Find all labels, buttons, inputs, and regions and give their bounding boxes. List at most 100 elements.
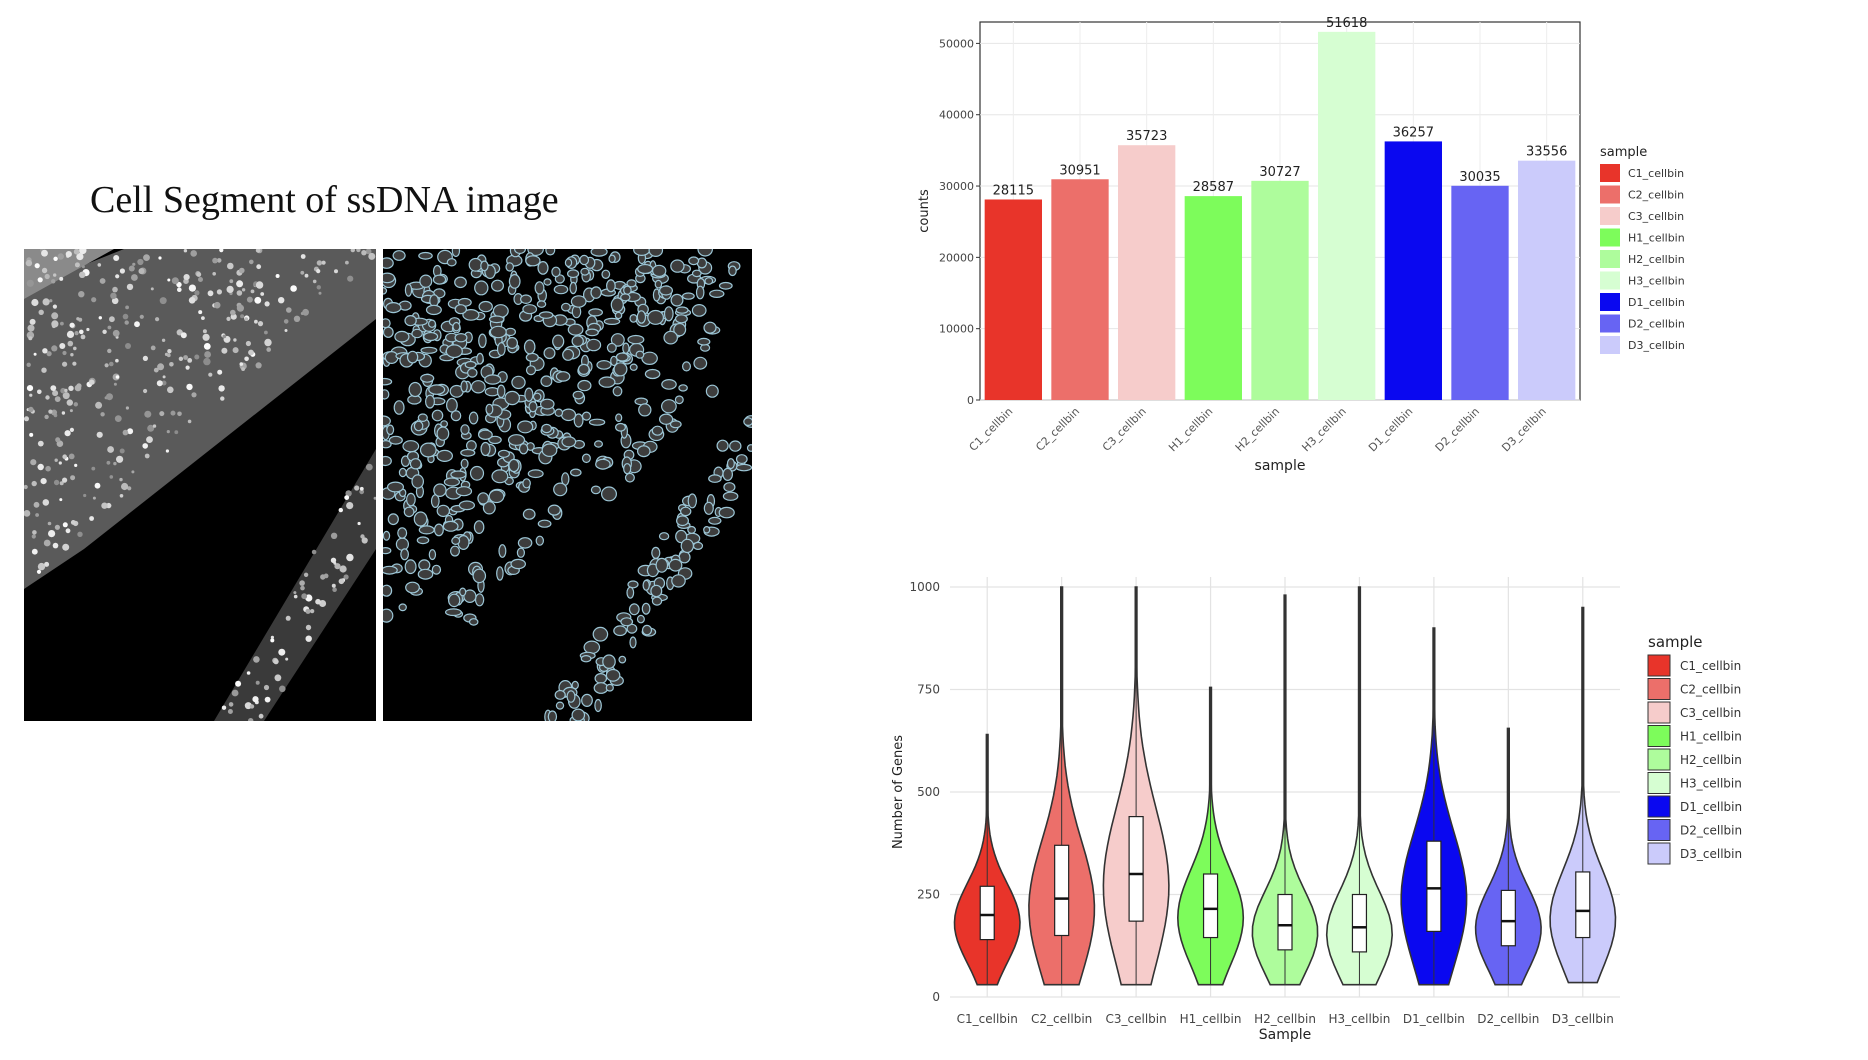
segmentation-image-graphic (383, 249, 752, 721)
bar (984, 199, 1042, 400)
bar-data-label: 28587 (1193, 180, 1234, 195)
legend-label: H1_cellbin (1628, 232, 1685, 245)
x-tick-label: C2_cellbin (1031, 1012, 1092, 1026)
bar-chart-svg: 0 10000 20000 30000 40000 50000 28115 C1_cellbi… (917, 16, 1685, 474)
legend-swatch (1600, 185, 1620, 204)
y-tick-label: 250 (917, 888, 940, 902)
bar-data-label: 30035 (1459, 170, 1500, 185)
legend-swatch (1647, 772, 1671, 794)
legend-swatch (1647, 701, 1671, 724)
y-tick-label: 30000 (939, 180, 974, 193)
legend-label: C1_cellbin (1680, 659, 1741, 673)
legend-swatch (1600, 271, 1620, 290)
legend-swatch (1647, 678, 1671, 700)
x-axis-label: sample (1255, 458, 1306, 474)
legend-swatch (1600, 314, 1620, 333)
legend-label: C1_cellbin (1628, 167, 1684, 180)
legend-swatch (1600, 164, 1620, 182)
bar-chart: 0 10000 20000 30000 40000 50000 28115 C1_cellbi… (900, 10, 1868, 555)
page-title: Cell Segment of ssDNA image (90, 179, 559, 221)
box (1500, 889, 1516, 947)
box (1575, 871, 1591, 939)
legend-swatch (1647, 795, 1671, 818)
box (1202, 873, 1219, 939)
x-tick-label: D3_cellbin (1552, 1012, 1614, 1026)
legend-label: C3_cellbin (1628, 210, 1684, 223)
x-axis-label: Sample (1259, 1027, 1312, 1043)
y-tick-label: 50000 (939, 37, 974, 50)
bar (1518, 160, 1576, 400)
bar (1051, 179, 1109, 400)
x-tick-label: H2_cellbin (1254, 1012, 1316, 1026)
x-tick-label: D1_cellbin (1403, 1012, 1465, 1026)
tissue-band-upper (24, 249, 376, 589)
x-tick-label: H1_cellbin (1180, 1012, 1242, 1026)
violin-chart-svg: 0 250 500 750 1000 C1_cellbin C2_cellbin C3_cel… (891, 577, 1742, 1043)
x-tick-label: D2_cellbin (1477, 1012, 1539, 1026)
bar-data-label: 33556 (1526, 145, 1567, 160)
legend-swatch (1647, 842, 1671, 865)
tissue-edge (24, 249, 114, 299)
x-tick-label: C3_cellbin (1100, 405, 1149, 454)
box (1426, 840, 1442, 933)
bar-data-label: 30727 (1259, 165, 1300, 180)
legend-label: D1_cellbin (1628, 296, 1685, 309)
legend-swatch (1647, 725, 1671, 747)
x-tick-label: C1_cellbin (967, 405, 1016, 454)
y-tick-label: 40000 (939, 109, 974, 122)
violin-chart: 0 250 500 750 1000 C1_cellbin C2_cellbin C3_cel… (880, 565, 1868, 1056)
bar-data-label: 30951 (1059, 163, 1100, 178)
legend-title: sample (1648, 633, 1703, 651)
legend-swatch (1600, 336, 1620, 354)
x-tick-label: H3_cellbin (1329, 1012, 1391, 1026)
x-tick-label: H1_cellbin (1166, 405, 1215, 454)
x-tick-label: D2_cellbin (1433, 405, 1482, 454)
legend-swatch (1600, 250, 1620, 268)
bar (1384, 141, 1442, 400)
legend-swatch (1600, 293, 1620, 311)
x-tick-label: D3_cellbin (1499, 405, 1548, 454)
legend-swatch (1647, 654, 1671, 677)
box (979, 885, 995, 941)
y-tick-label: 500 (917, 785, 940, 799)
y-axis-label: Number of Genes (891, 735, 906, 849)
legend-swatch (1647, 819, 1671, 841)
legend-label: C3_cellbin (1680, 706, 1741, 720)
y-tick-label: 750 (917, 683, 940, 697)
legend-label: H2_cellbin (1628, 253, 1685, 266)
bar-data-label: 36257 (1393, 125, 1434, 140)
legend-label: D2_cellbin (1680, 824, 1742, 838)
legend-swatch (1600, 228, 1620, 247)
legend-label: D3_cellbin (1628, 339, 1685, 352)
legend-label: D1_cellbin (1680, 800, 1742, 814)
ssdna-image-graphic (24, 249, 376, 721)
box (1128, 816, 1144, 922)
segmentation-image (383, 249, 752, 721)
legend-label: H1_cellbin (1680, 730, 1742, 744)
bar-data-label: 35723 (1126, 129, 1167, 144)
y-tick-label: 0 (967, 394, 974, 407)
legend-label: C2_cellbin (1680, 683, 1741, 697)
bar (1318, 31, 1376, 400)
legend-label: H3_cellbin (1680, 777, 1742, 791)
bar (1251, 180, 1309, 400)
y-tick-label: 10000 (939, 323, 974, 336)
legend-label: D2_cellbin (1628, 318, 1685, 331)
bar (1118, 145, 1176, 400)
x-tick-label: C2_cellbin (1033, 405, 1082, 454)
y-tick-label: 0 (932, 990, 940, 1004)
legend-label: D3_cellbin (1680, 847, 1742, 861)
legend-title: sample (1600, 145, 1647, 160)
legend-label: C2_cellbin (1628, 189, 1684, 202)
box (1351, 893, 1368, 953)
bar-data-label: 51618 (1326, 16, 1367, 31)
y-tick-label: 20000 (939, 251, 974, 264)
tissue-band-lower (214, 449, 376, 721)
y-tick-label: 1000 (909, 580, 940, 594)
ssdna-image (24, 249, 376, 721)
x-tick-label: C3_cellbin (1106, 1012, 1167, 1026)
x-tick-label: C1_cellbin (957, 1012, 1018, 1026)
y-axis-label: counts (917, 189, 932, 233)
legend-swatch (1647, 748, 1671, 771)
bar (1184, 196, 1242, 400)
